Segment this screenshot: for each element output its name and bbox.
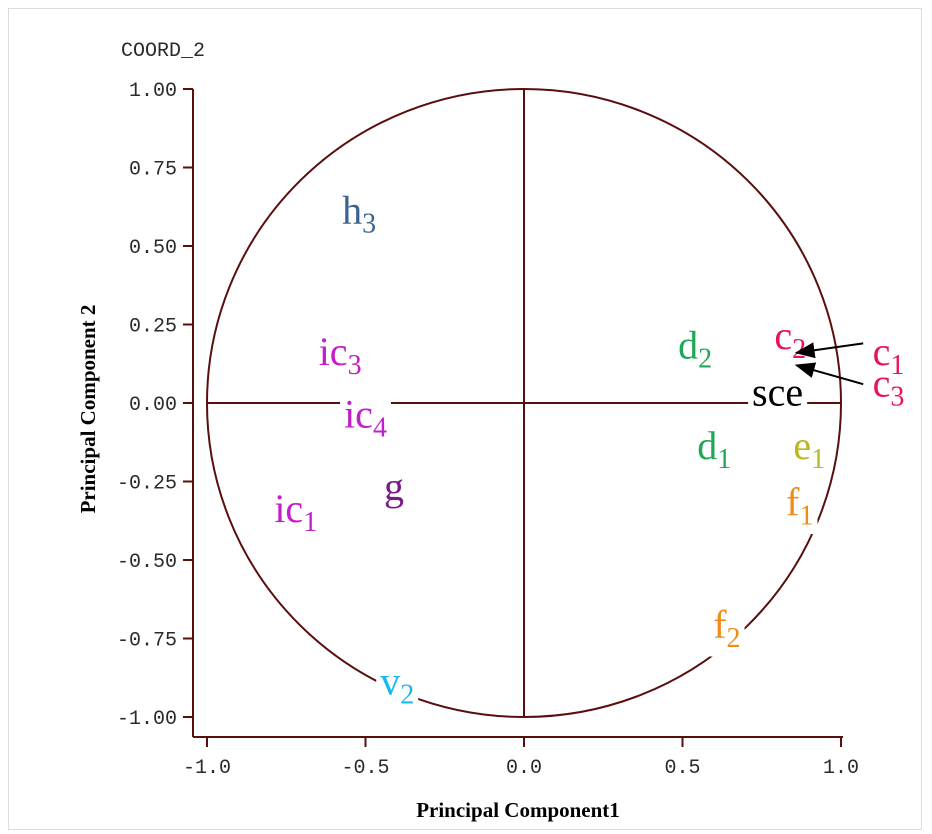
label-gap: [376, 656, 419, 714]
y-tick-label: 0.50: [129, 237, 177, 260]
y-tick-label: -0.75: [117, 630, 177, 653]
chart-title: COORD_2: [121, 40, 205, 63]
label-gap: [868, 358, 909, 415]
y-tick-label: 0.25: [129, 316, 177, 339]
variable-label: ic4: [344, 392, 387, 444]
variable-label: c1: [873, 329, 905, 381]
pointer-arrow: [794, 342, 864, 359]
axes: [192, 89, 843, 738]
variable-label: ic3: [319, 329, 362, 381]
variable-label: c3: [873, 360, 905, 412]
x-axis-label: Principal Component1: [416, 798, 620, 822]
variable-label: d1: [697, 423, 731, 475]
variable-label: f1: [786, 480, 813, 532]
variable-label: e1: [793, 423, 825, 475]
y-tick-label: 0.75: [129, 159, 177, 182]
x-axis-ticks: -1.0 -0.5 0.0 0.5 1.0: [183, 737, 859, 780]
x-tick-label: 1.0: [823, 757, 859, 780]
x-tick-label: -1.0: [183, 757, 231, 780]
pointer-arrows: [794, 342, 864, 386]
label-background-gaps: [270, 185, 909, 714]
pca-correlation-circle-chart: COORD_2 -1.0 -0.5 0.0 0.5 1.0 1.00 0.75 0.50 0.…: [76, 40, 909, 822]
label-gap: [338, 185, 381, 243]
pointer-arrow: [794, 362, 864, 386]
label-gap: [770, 311, 811, 368]
x-tick-label: 0.0: [506, 757, 542, 780]
label-gap: [709, 600, 745, 657]
label-gap: [380, 462, 409, 512]
y-tick-label: -1.00: [117, 708, 177, 731]
variable-label: v2: [380, 659, 414, 711]
label-gap: [693, 421, 736, 478]
label-gap: [314, 327, 366, 384]
variable-label: sce: [752, 370, 803, 415]
y-tick-label: -0.50: [117, 551, 177, 574]
label-gap: [340, 389, 391, 447]
correlation-circle-outline: [206, 88, 842, 718]
variable-label: d2: [678, 323, 712, 375]
variable-label: ic1: [274, 486, 317, 538]
correlation-circle: [206, 88, 842, 718]
y-axis-ticks: 1.00 0.75 0.50 0.25 0.00 -0.25 -0.50 -0.75 -1.00: [117, 80, 193, 731]
label-gap: [789, 421, 830, 478]
variable-label: g: [384, 464, 404, 509]
chart-frame: COORD_2 -1.0 -0.5 0.0 0.5 1.0 1.00 0.75 0.50 0.…: [8, 8, 922, 830]
label-gap: [674, 320, 717, 378]
x-tick-label: -0.5: [341, 757, 389, 780]
y-axis-label: Principal Component 2: [76, 305, 100, 514]
y-tick-label: 0.00: [129, 394, 177, 417]
variable-label: f2: [713, 602, 740, 654]
y-tick-label: -0.25: [117, 473, 177, 496]
label-gap: [270, 484, 322, 541]
x-tick-label: 0.5: [664, 757, 700, 780]
label-gap: [782, 477, 818, 535]
y-tick-label: 1.00: [129, 80, 177, 103]
variable-label: h3: [342, 188, 376, 240]
